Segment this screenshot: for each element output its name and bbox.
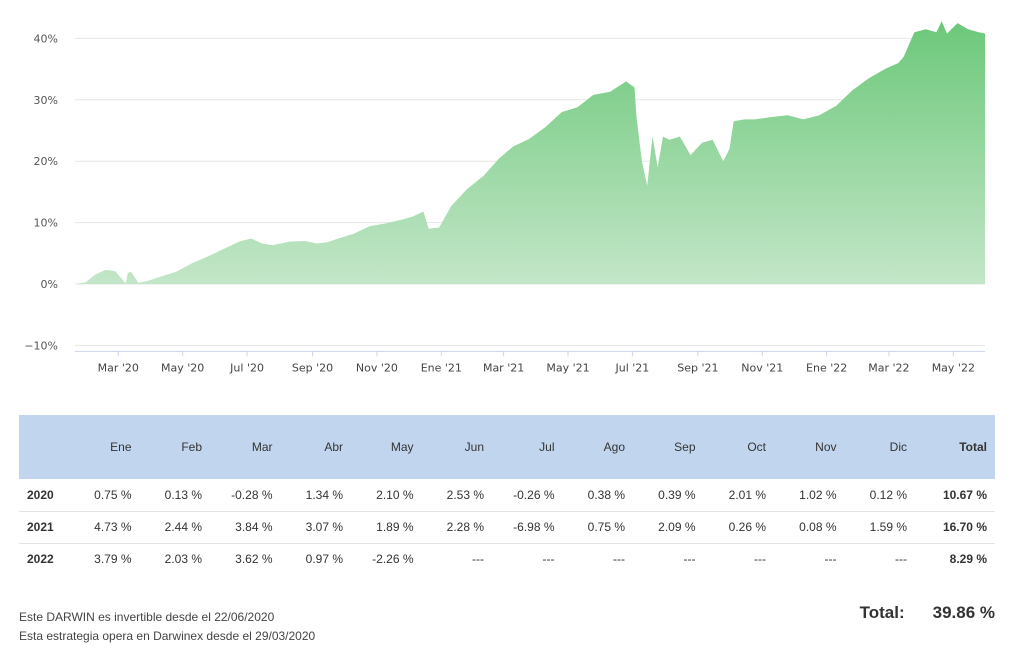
month-return-cell: 3.84 %	[235, 520, 273, 534]
month-return-cell: ---	[824, 552, 837, 567]
x-tick-label: Nov '21	[741, 361, 783, 374]
month-return-cell: 0.75 %	[587, 520, 625, 534]
month-return-cell: -2.26 %	[372, 552, 414, 567]
header-month: May	[390, 440, 414, 454]
trading-since-note: Esta estrategia opera en Darwinex desde …	[19, 629, 316, 643]
month-return-cell: 0.75 %	[94, 487, 132, 502]
y-tick-label: 10%	[34, 217, 58, 230]
x-tick-label: May '22	[932, 361, 975, 374]
month-return-cell: -0.26 %	[513, 487, 555, 502]
month-return-cell: 0.26 %	[728, 520, 766, 534]
x-tick-label: Jul '21	[615, 361, 650, 374]
month-return-cell: -6.98 %	[513, 520, 555, 534]
month-return-cell: 0.13 %	[164, 487, 202, 502]
year-cell: 2021	[27, 520, 54, 534]
investable-since-note: Este DARWIN es invertible desde el 22/06…	[19, 610, 275, 624]
chart-svg: −10% 0% 10% 20% 30% 40% Mar '20 May '20 Jul '20…	[24, 21, 985, 374]
header-month: Jun	[464, 440, 484, 454]
year-cell: 2022	[27, 552, 54, 567]
month-return-cell: 0.38 %	[587, 487, 625, 502]
month-return-cell: 2.03 %	[164, 552, 202, 567]
header-month: Nov	[815, 440, 837, 454]
year-total-cell: 16.70 %	[942, 520, 987, 534]
header-month: Abr	[324, 440, 343, 454]
x-tick-label: May '20	[161, 361, 204, 374]
header-month: Mar	[251, 440, 273, 454]
month-return-cell: 3.62 %	[235, 552, 273, 567]
y-tick-label: −10%	[24, 339, 58, 352]
y-tick-label: 20%	[34, 155, 58, 168]
performance-chart: −10% 0% 10% 20% 30% 40% Mar '20 May '20 Jul '20…	[24, 21, 985, 374]
month-return-cell: 2.09 %	[658, 520, 696, 534]
month-return-cell: 0.12 %	[869, 487, 907, 502]
header-month: Sep	[674, 440, 696, 454]
grand-total-label: Total:	[859, 603, 905, 622]
month-return-cell: 1.34 %	[305, 487, 343, 502]
month-return-cell: ---	[472, 552, 484, 567]
x-tick-label: Sep '20	[292, 361, 333, 374]
x-tick-label: Sep '21	[677, 361, 718, 374]
year-cell: 2020	[27, 487, 54, 502]
header-month: Jul	[539, 440, 555, 454]
month-return-cell: 2.28 %	[446, 520, 484, 534]
month-return-cell: ---	[754, 552, 766, 567]
month-return-cell: 1.59 %	[869, 520, 907, 534]
month-return-cell: 1.89 %	[376, 520, 414, 534]
month-return-cell: ---	[542, 552, 555, 567]
month-return-cell: 0.97 %	[305, 552, 343, 567]
header-month: Ago	[603, 440, 625, 454]
month-return-cell: 2.53 %	[446, 487, 484, 502]
table-row: 2021 4.73 % 2.44 % 3.84 % 3.07 % 1.89 % 2.28 %…	[19, 511, 995, 543]
month-return-cell: ---	[895, 552, 907, 567]
month-return-cell: ---	[613, 552, 625, 567]
y-tick-label: 0%	[41, 278, 58, 291]
month-return-cell: 1.02 %	[799, 487, 837, 502]
month-return-cell: 4.73 %	[94, 520, 132, 534]
month-return-cell: ---	[683, 552, 696, 567]
x-tick-label: Mar '21	[483, 361, 524, 374]
x-tick-label: Ene '22	[806, 361, 847, 374]
monthly-returns-table: Ene Feb Mar Abr May Jun Jul Ago Sep Oct Nov Dic Tota…	[19, 415, 995, 575]
table-row: 2022 3.79 % 2.03 % 3.62 % 0.97 % -2.26 % --- --…	[19, 543, 995, 575]
equity-area	[75, 21, 985, 284]
x-tick-label: May '21	[546, 361, 589, 374]
y-tick-label: 30%	[34, 94, 58, 107]
y-tick-label: 40%	[34, 32, 58, 45]
year-total-cell: 10.67 %	[942, 487, 987, 502]
month-return-cell: 2.01 %	[728, 487, 766, 502]
header-month: Feb	[181, 440, 202, 454]
x-tick-label: Ene '21	[421, 361, 462, 374]
month-return-cell: 0.08 %	[799, 520, 837, 534]
month-return-cell: 3.07 %	[305, 520, 343, 534]
x-tick-label: Jul '20	[229, 361, 264, 374]
month-return-cell: 0.39 %	[658, 487, 696, 502]
table-header-row: Ene Feb Mar Abr May Jun Jul Ago Sep Oct Nov Dic Tota…	[19, 415, 995, 479]
header-total: Total	[959, 440, 987, 454]
header-month: Oct	[747, 440, 766, 454]
grand-total: Total: 39.86 %	[860, 603, 995, 623]
year-total-cell: 8.29 %	[949, 552, 987, 567]
month-return-cell: 3.79 %	[94, 552, 132, 567]
x-tick-label: Nov '20	[356, 361, 398, 374]
x-axis-ticks: Mar '20 May '20 Jul '20 Sep '20 Nov '20 Ene '…	[98, 351, 975, 374]
x-tick-label: Mar '22	[868, 361, 909, 374]
x-tick-label: Mar '20	[98, 361, 139, 374]
header-month: Ene	[110, 440, 132, 454]
month-return-cell: 2.44 %	[164, 520, 202, 534]
month-return-cell: 2.10 %	[376, 487, 414, 502]
grand-total-value: 39.86 %	[932, 603, 995, 622]
table-row: 2020 0.75 % 0.13 % -0.28 % 1.34 % 2.10 % 2.53 …	[19, 479, 995, 511]
header-month: Dic	[889, 440, 907, 454]
header-year-cell	[19, 415, 69, 479]
y-axis-ticks: −10% 0% 10% 20% 30% 40%	[24, 32, 58, 352]
month-return-cell: -0.28 %	[231, 487, 273, 502]
